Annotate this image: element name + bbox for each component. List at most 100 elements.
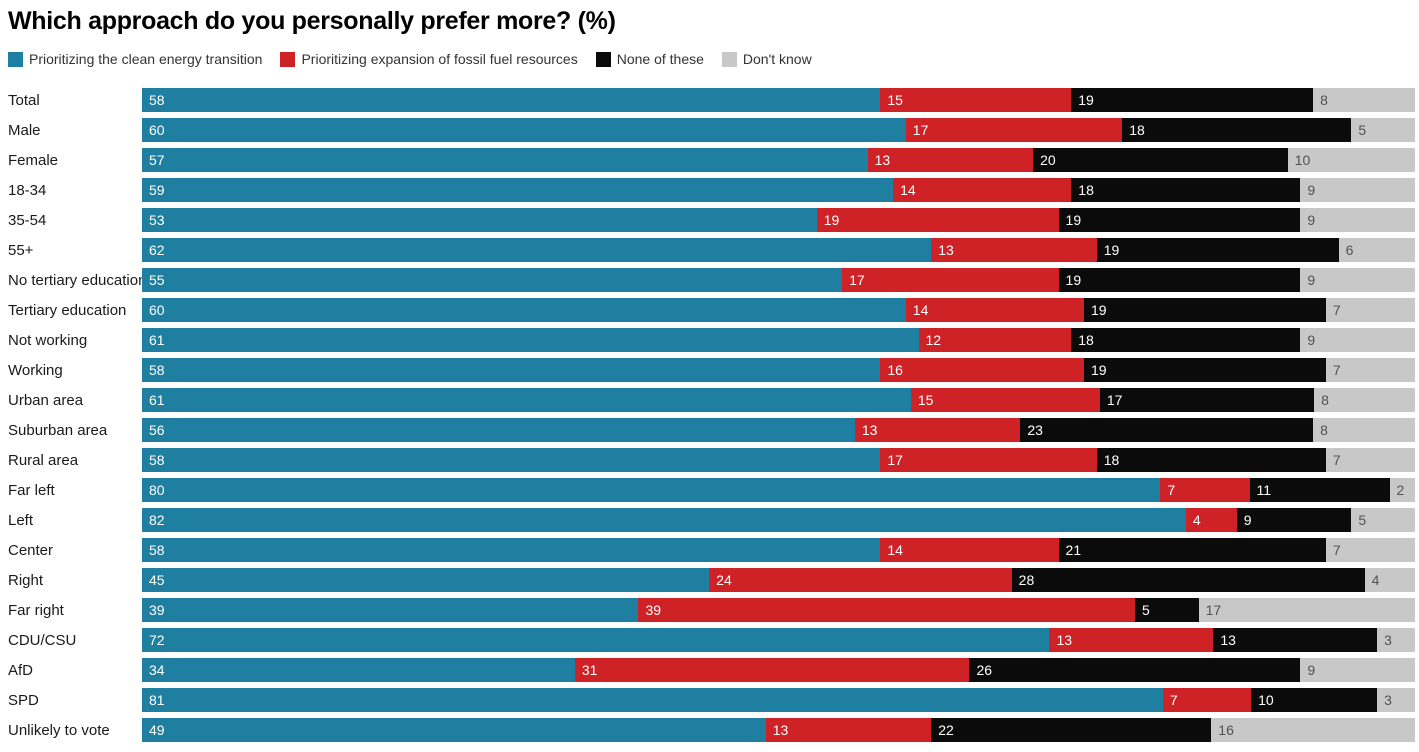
bar-segment: 9 bbox=[1300, 658, 1415, 682]
segment-value-label: 19 bbox=[1091, 362, 1107, 378]
bar-segment: 24 bbox=[709, 568, 1012, 592]
bar-segment: 13 bbox=[867, 148, 1034, 172]
segment-value-label: 7 bbox=[1167, 482, 1176, 498]
segment-value-label: 22 bbox=[938, 722, 954, 738]
segment-value-label: 28 bbox=[1018, 572, 1035, 588]
segment-value-label: 23 bbox=[1027, 422, 1043, 438]
bar-segment: 58 bbox=[142, 448, 881, 472]
stacked-bar: 58 14 21 7 bbox=[142, 538, 1415, 562]
segment-value-label: 57 bbox=[149, 152, 165, 168]
segment-value-label: 82 bbox=[149, 512, 165, 528]
bar-segment: 34 bbox=[142, 658, 575, 682]
chart-row: Urban area 61 15 17 8 bbox=[8, 385, 1415, 415]
bar-segment: 17 bbox=[1099, 388, 1315, 412]
segment-value-label: 16 bbox=[887, 362, 903, 378]
stacked-bar: 53 19 19 9 bbox=[142, 208, 1415, 232]
legend-item: None of these bbox=[595, 51, 704, 67]
category-label: Female bbox=[8, 151, 59, 169]
segment-value-label: 9 bbox=[1307, 212, 1316, 228]
stacked-bar: 80 7 11 2 bbox=[142, 478, 1415, 502]
segment-value-label: 9 bbox=[1307, 662, 1316, 678]
segment-value-label: 15 bbox=[887, 92, 903, 108]
segment-value-label: 11 bbox=[1256, 482, 1272, 498]
segment-value-label: 26 bbox=[976, 662, 993, 678]
segment-value-label: 5 bbox=[1141, 602, 1150, 618]
bar-segment: 7 bbox=[1325, 358, 1415, 382]
stacked-bar: 57 13 20 10 bbox=[142, 148, 1415, 172]
legend-swatch-icon bbox=[721, 51, 737, 67]
bar-segment: 72 bbox=[142, 628, 1050, 652]
bar-segment: 10 bbox=[1251, 688, 1378, 712]
segment-value-label: 9 bbox=[1307, 332, 1316, 348]
bar-segment: 19 bbox=[1096, 238, 1339, 262]
segment-value-label: 20 bbox=[1040, 152, 1056, 168]
stacked-bar: 58 17 18 7 bbox=[142, 448, 1415, 472]
segment-value-label: 34 bbox=[149, 662, 165, 678]
bar-segment: 28 bbox=[1011, 568, 1365, 592]
legend-label: Prioritizing the clean energy transition bbox=[29, 51, 263, 67]
bar-segment: 23 bbox=[1020, 418, 1314, 442]
segment-value-label: 18 bbox=[1129, 122, 1145, 138]
bar-segment: 18 bbox=[1096, 448, 1326, 472]
bar-segment: 20 bbox=[1033, 148, 1288, 172]
segment-value-label: 7 bbox=[1169, 692, 1178, 708]
segment-value-label: 3 bbox=[1384, 692, 1392, 708]
legend-label: Prioritizing expansion of fossil fuel re… bbox=[301, 51, 578, 67]
bar-segment: 9 bbox=[1300, 328, 1415, 352]
bar-segment: 19 bbox=[1058, 268, 1301, 292]
segment-value-label: 19 bbox=[823, 212, 840, 228]
legend-label: Don't know bbox=[742, 51, 812, 67]
legend-swatch-icon bbox=[595, 51, 611, 67]
bar-segment: 8 bbox=[1314, 388, 1415, 412]
legend-item: Don't know bbox=[721, 51, 812, 67]
bar-segment: 59 bbox=[142, 178, 894, 202]
segment-value-label: 5 bbox=[1358, 512, 1367, 528]
bar-segment: 14 bbox=[893, 178, 1072, 202]
legend-label: None of these bbox=[616, 51, 704, 67]
stacked-bar: 34 31 26 9 bbox=[142, 658, 1415, 682]
stacked-bar: 61 12 18 9 bbox=[142, 328, 1415, 352]
category-label: AfD bbox=[8, 661, 34, 679]
bar-segment: 31 bbox=[574, 658, 970, 682]
segment-value-label: 17 bbox=[1106, 392, 1123, 408]
chart-row: Suburban area 56 13 23 8 bbox=[8, 415, 1415, 445]
bar-segment: 5 bbox=[1351, 508, 1415, 532]
bar-segment: 17 bbox=[1198, 598, 1415, 622]
segment-value-label: 60 bbox=[149, 122, 165, 138]
bar-segment: 14 bbox=[905, 298, 1085, 322]
segment-value-label: 58 bbox=[149, 542, 165, 558]
bar-segment: 9 bbox=[1236, 508, 1352, 532]
category-label: No tertiary education bbox=[8, 271, 142, 289]
segment-value-label: 24 bbox=[716, 572, 732, 588]
category-label: 18-34 bbox=[8, 181, 47, 199]
bar-segment: 45 bbox=[142, 568, 710, 592]
segment-value-label: 80 bbox=[149, 482, 165, 498]
category-label: Unlikely to vote bbox=[8, 721, 110, 739]
bar-segment: 12 bbox=[918, 328, 1072, 352]
bar-segment: 13 bbox=[1049, 628, 1214, 652]
chart-row: Unlikely to vote 49 13 22 16 bbox=[8, 715, 1415, 745]
segment-value-label: 7 bbox=[1332, 452, 1341, 468]
stacked-bar: 45 24 28 4 bbox=[142, 568, 1415, 592]
bar-segment: 13 bbox=[931, 238, 1097, 262]
stacked-bar: 60 17 18 5 bbox=[142, 118, 1415, 142]
segment-value-label: 9 bbox=[1243, 512, 1252, 528]
bar-segment: 22 bbox=[931, 718, 1212, 742]
bar-segment: 26 bbox=[969, 658, 1301, 682]
segment-value-label: 8 bbox=[1321, 392, 1329, 408]
segment-value-label: 17 bbox=[849, 272, 865, 288]
segment-value-label: 13 bbox=[1056, 632, 1073, 648]
segment-value-label: 4 bbox=[1192, 512, 1201, 528]
bar-segment: 17 bbox=[880, 448, 1097, 472]
segment-value-label: 21 bbox=[1065, 542, 1082, 558]
bar-segment: 18 bbox=[1071, 178, 1301, 202]
bar-segment: 5 bbox=[1134, 598, 1199, 622]
bar-segment: 61 bbox=[142, 388, 911, 412]
bar-segment: 7 bbox=[1325, 298, 1415, 322]
legend-swatch-icon bbox=[280, 51, 296, 67]
segment-value-label: 9 bbox=[1307, 182, 1316, 198]
bar-segment: 56 bbox=[142, 418, 855, 442]
bar-segment: 4 bbox=[1185, 508, 1237, 532]
legend-item: Prioritizing expansion of fossil fuel re… bbox=[280, 51, 578, 67]
segment-value-label: 9 bbox=[1307, 272, 1316, 288]
